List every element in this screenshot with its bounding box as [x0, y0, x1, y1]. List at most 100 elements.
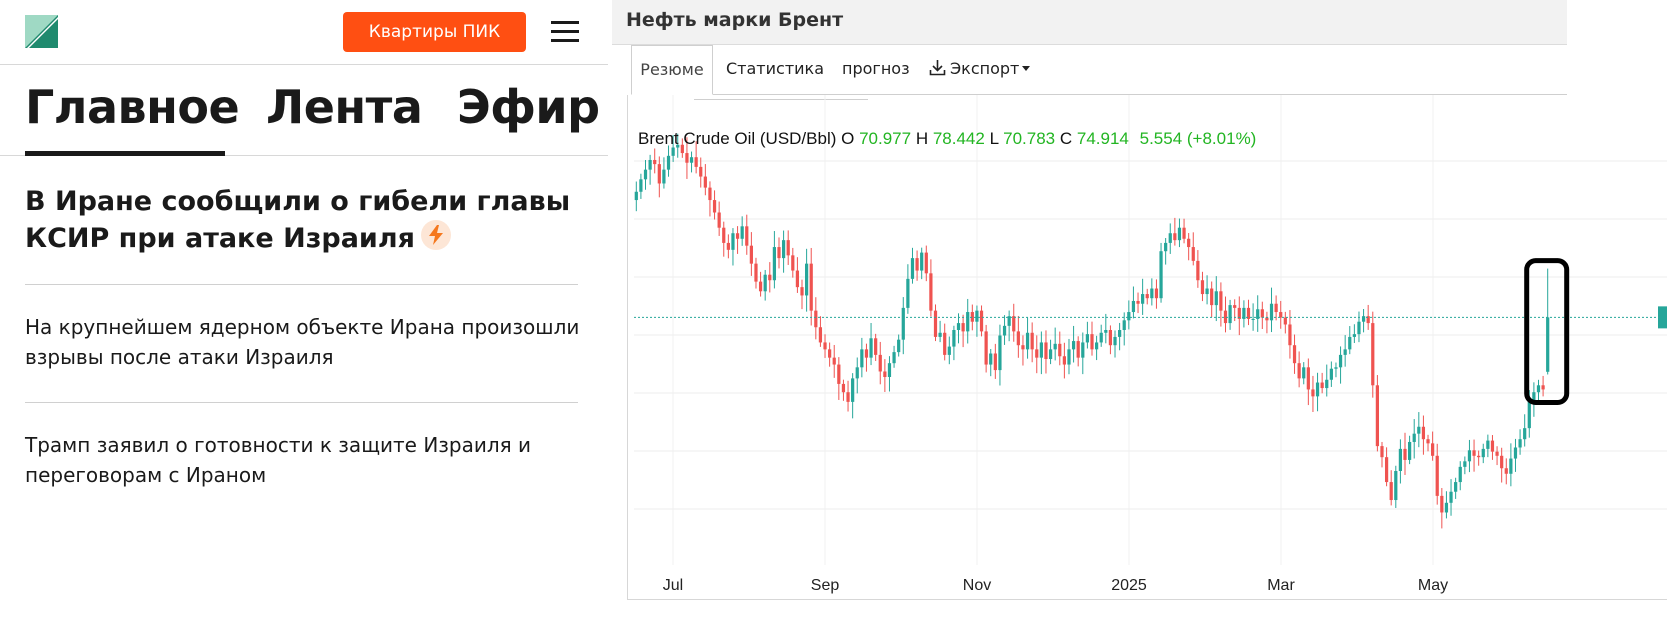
candle-body: [1053, 343, 1057, 350]
candle-body: [1159, 251, 1163, 299]
candle-body: [869, 338, 873, 358]
close-label: C: [1059, 129, 1073, 148]
candle-body: [1357, 321, 1361, 335]
lead-headline-link[interactable]: В Иране сообщили о гибели главы КСИР при…: [25, 184, 585, 257]
chart-area[interactable]: Jul Sep Nov 2025 Mar May: [627, 95, 1667, 600]
candle-body: [924, 252, 928, 274]
candle-body: [1495, 451, 1499, 456]
high-label: H: [915, 129, 929, 148]
news-item-link[interactable]: Трамп заявил о готовности к защите Израи…: [25, 433, 532, 487]
candle-body: [1292, 345, 1297, 364]
chart-panel: Нефть марки Брент Резюме Статистика прог…: [612, 0, 1667, 641]
tab-main[interactable]: Главное: [25, 80, 240, 134]
candle-body: [1320, 382, 1324, 389]
candle-body: [961, 323, 965, 332]
tab-feed[interactable]: Лента: [266, 80, 423, 134]
candle-body: [970, 312, 974, 322]
download-icon: [929, 60, 946, 76]
tab-statistics[interactable]: Статистика: [726, 59, 824, 78]
candle-body: [1509, 458, 1513, 474]
tab-summary[interactable]: Резюме: [631, 45, 713, 95]
candle-body: [1076, 341, 1080, 358]
candle-body: [1246, 307, 1251, 319]
candle-body: [920, 252, 924, 271]
candle-body: [1366, 316, 1370, 324]
export-dropdown[interactable]: Экспорт: [929, 45, 1031, 95]
candle-body: [901, 307, 905, 340]
active-tab-indicator: [25, 151, 225, 156]
candle-body: [1058, 343, 1062, 357]
tabs-sub-divider: [694, 99, 868, 100]
candle-body: [1177, 227, 1182, 241]
candle-body: [781, 240, 786, 259]
candlestick-chart[interactable]: Jul Sep Nov 2025 Mar May: [628, 95, 1667, 600]
candle-body: [892, 352, 896, 364]
candle-body: [1214, 291, 1218, 306]
candle-body: [1329, 368, 1333, 380]
candle-body: [1182, 227, 1186, 239]
candle-body: [1518, 439, 1522, 448]
candle-body: [1477, 455, 1481, 458]
low-label: L: [989, 129, 999, 148]
tab-live[interactable]: Эфир: [457, 80, 600, 134]
candle-body: [1090, 334, 1094, 350]
candle-body: [735, 233, 740, 239]
candle-body: [717, 212, 721, 228]
open-value: 70.977: [859, 129, 912, 148]
candle-body: [1435, 455, 1439, 496]
lightning-icon: [420, 220, 451, 250]
candle-body: [1104, 330, 1108, 333]
candle-body: [634, 191, 638, 201]
candle-body: [1384, 457, 1389, 483]
highlight-box: [1524, 258, 1570, 405]
candle-body: [975, 310, 979, 322]
candle-body: [749, 245, 753, 264]
lead-headline-text[interactable]: В Иране сообщили о гибели главы КСИР при…: [25, 186, 571, 254]
candle-body: [1150, 288, 1154, 299]
candle-body: [1048, 349, 1053, 360]
candle-body: [1237, 307, 1241, 319]
candle-body: [1352, 334, 1356, 337]
tab-forecast[interactable]: прогноз: [842, 59, 910, 78]
candle-body: [1269, 303, 1274, 321]
candle-body: [1486, 440, 1490, 449]
news-panel: Квартиры ПИК Главное Лента Эфир В Иране …: [0, 0, 612, 641]
candle-body: [837, 364, 841, 384]
open-label: O: [841, 129, 855, 148]
logo-icon[interactable]: [25, 15, 58, 48]
candle-body: [809, 263, 813, 311]
candle-body: [722, 227, 726, 243]
candle-body: [989, 353, 993, 365]
candle-body: [689, 157, 694, 163]
change-value: 5.554 (+8.01%): [1139, 129, 1257, 148]
ohlc-readout: Brent Crude Oil (USD/Bbl) O 70.977 H 78.…: [638, 129, 1256, 149]
candle-body: [1389, 482, 1393, 501]
apartments-button[interactable]: Квартиры ПИК: [343, 12, 526, 52]
hamburger-menu-icon[interactable]: [551, 21, 579, 43]
candle-body: [768, 274, 772, 281]
news-item-link[interactable]: На крупнейшем ядерном объекте Ирана прои…: [25, 315, 580, 369]
candle-body: [671, 147, 675, 156]
candle-body: [1348, 336, 1352, 350]
candle-body: [1256, 309, 1260, 319]
candle-body: [915, 258, 919, 271]
candle-body: [943, 332, 947, 355]
candle-body: [1421, 426, 1426, 440]
candle-body: [947, 346, 951, 355]
candle-body: [956, 323, 961, 330]
x-axis-tick-label: 2025: [1111, 577, 1147, 594]
candle-body: [694, 157, 698, 167]
candle-body: [1338, 354, 1343, 368]
candle-body: [864, 349, 869, 358]
candle-body: [1380, 446, 1384, 458]
candle-body: [1440, 495, 1444, 513]
candle-body: [828, 349, 832, 358]
candle-body: [1044, 342, 1048, 360]
candle-body: [1394, 471, 1398, 501]
candle-body: [1067, 349, 1071, 365]
candle-body: [1210, 288, 1214, 306]
candle-body: [1021, 345, 1025, 350]
candle-body: [984, 331, 988, 365]
candle-body: [1463, 461, 1467, 467]
candle-body: [1426, 439, 1430, 444]
